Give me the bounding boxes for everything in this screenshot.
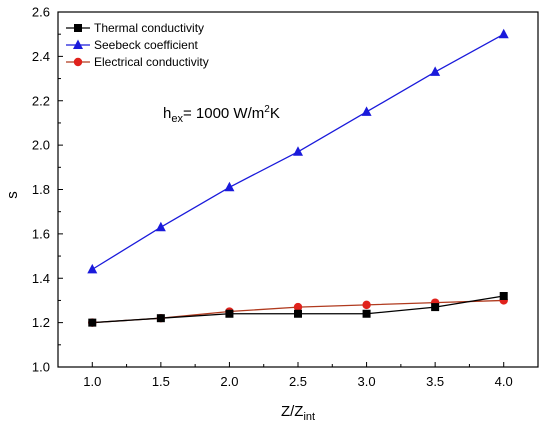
data-point-0 <box>156 314 165 323</box>
data-point-1 <box>293 146 303 156</box>
y-tick-label: 1.2 <box>32 315 50 330</box>
y-tick-label: 1.6 <box>32 226 50 241</box>
data-point-0 <box>225 309 234 318</box>
x-tick-label: 2.0 <box>220 374 238 389</box>
x-tick-label: 3.5 <box>426 374 444 389</box>
axis-ticks: 1.0 1.5 2.0 2.5 3.0 3.5 4.0 1.0 1.2 1.4 1.6 1.8 2.0 2… <box>32 5 513 390</box>
data-point-2 <box>293 302 303 312</box>
data-point-1 <box>224 181 235 192</box>
x-tick-label: 2.5 <box>289 374 307 389</box>
data-point-1 <box>498 28 509 39</box>
x-tick-label: 1.5 <box>152 374 170 389</box>
x-axis-label: Z/Zint <box>281 403 315 423</box>
data-point-0 <box>362 309 371 318</box>
y-tick-label: 1.4 <box>32 271 50 286</box>
y-tick-label: 2.6 <box>32 5 50 20</box>
legend-marker <box>74 24 82 32</box>
y-tick-label: 2.4 <box>32 49 50 64</box>
series-lines <box>91 33 505 324</box>
data-point-0 <box>499 292 508 300</box>
data-point-1 <box>87 263 98 274</box>
legend-marker <box>73 57 83 67</box>
y-axis-label: s <box>4 191 21 199</box>
data-point-0 <box>294 309 302 318</box>
data-point-0 <box>88 318 97 327</box>
legend-label: Electrical conductivity <box>94 55 209 69</box>
data-point-2 <box>362 300 371 310</box>
legend: Thermal conductivity Seebeck coefficient E… <box>66 21 209 69</box>
data-point-1 <box>155 221 166 232</box>
data-point-0 <box>431 303 440 312</box>
x-tick-label: 1.0 <box>83 374 101 389</box>
legend-label: Thermal conductivity <box>94 21 204 35</box>
series-markers <box>87 28 509 327</box>
data-point-1 <box>430 66 441 76</box>
data-point-1 <box>361 106 372 116</box>
y-tick-label: 1.0 <box>32 360 50 375</box>
y-tick-label: 2.2 <box>32 93 50 108</box>
y-tick-label: 1.8 <box>32 182 50 197</box>
legend-label: Seebeck coefficient <box>94 38 199 52</box>
x-tick-label: 3.0 <box>358 374 376 389</box>
x-tick-label: 4.0 <box>495 374 513 389</box>
annotation-text: hex= 1000 W/m2K <box>163 104 280 125</box>
legend-marker <box>73 39 83 49</box>
y-tick-label: 2.0 <box>32 138 50 153</box>
